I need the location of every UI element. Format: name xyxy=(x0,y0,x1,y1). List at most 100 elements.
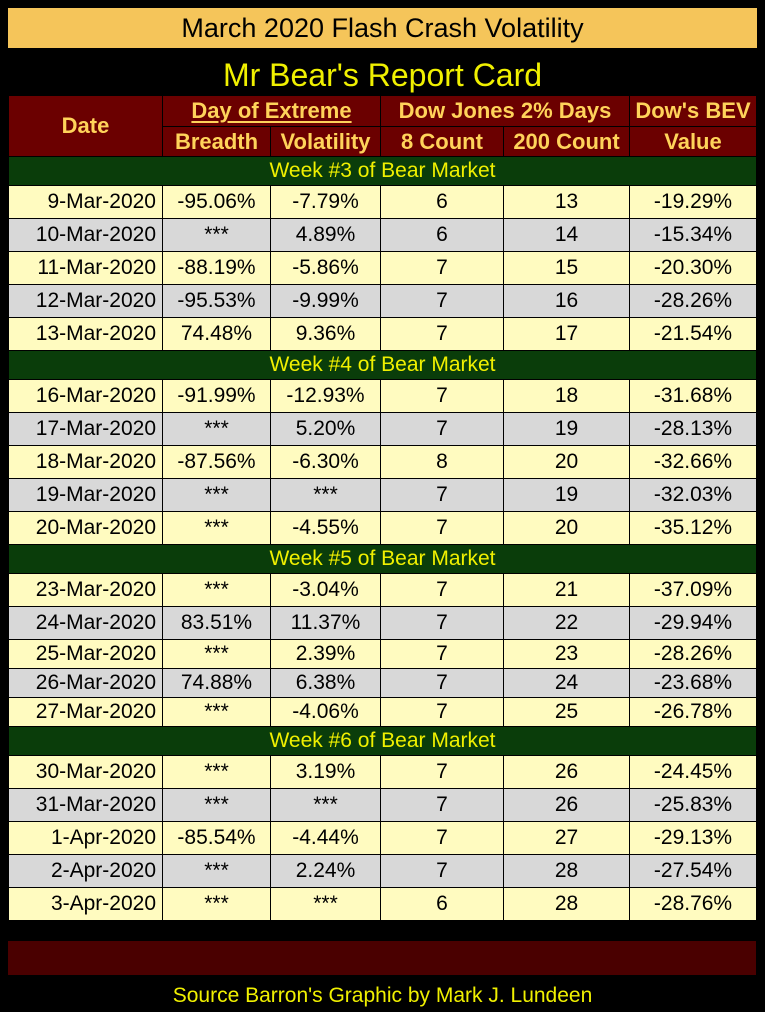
table-row: 12-Mar-2020 -95.53% -9.99% 7 16 -28.26% xyxy=(8,284,757,318)
table-row: 31-Mar-2020 *** *** 7 26 -25.83% xyxy=(8,788,757,822)
cell-date: 20-Mar-2020 xyxy=(8,511,163,545)
header-200-count: 200 Count xyxy=(503,126,630,157)
cell-breadth: *** xyxy=(162,639,271,669)
cell-count200: 22 xyxy=(503,606,630,640)
cell-count200: 14 xyxy=(503,218,630,252)
week-label: Week #3 of Bear Market xyxy=(8,156,757,186)
cell-date: 30-Mar-2020 xyxy=(8,755,163,789)
week-label: Week #4 of Bear Market xyxy=(8,350,757,380)
table-row: 30-Mar-2020 *** 3.19% 7 26 -24.45% xyxy=(8,755,757,789)
cell-date: 23-Mar-2020 xyxy=(8,573,163,607)
cell-volatility: -5.86% xyxy=(270,251,381,285)
cell-count200: 24 xyxy=(503,668,630,698)
cell-count200: 26 xyxy=(503,755,630,789)
cell-breadth: 83.51% xyxy=(162,606,271,640)
table-row: 17-Mar-2020 *** 5.20% 7 19 -28.13% xyxy=(8,412,757,446)
cell-count200: 17 xyxy=(503,317,630,351)
cell-breadth: *** xyxy=(162,511,271,545)
cell-bev: -24.45% xyxy=(629,755,757,789)
cell-date: 9-Mar-2020 xyxy=(8,185,163,219)
table-row: 25-Mar-2020 *** 2.39% 7 23 -28.26% xyxy=(8,639,757,669)
report-card-table: Date Day of Extreme Dow Jones 2% Days Do… xyxy=(8,95,757,921)
cell-volatility: 2.24% xyxy=(270,854,381,888)
cell-count200: 20 xyxy=(503,511,630,545)
cell-count8: 7 xyxy=(380,511,504,545)
cell-count8: 7 xyxy=(380,573,504,607)
cell-count8: 7 xyxy=(380,668,504,698)
week-header-row: Week #3 of Bear Market xyxy=(8,156,757,186)
week-header-row: Week #5 of Bear Market xyxy=(8,544,757,574)
cell-bev: -28.13% xyxy=(629,412,757,446)
cell-volatility: -9.99% xyxy=(270,284,381,318)
cell-date: 19-Mar-2020 xyxy=(8,478,163,512)
week-label: Week #6 of Bear Market xyxy=(8,726,757,756)
cell-count8: 7 xyxy=(380,788,504,822)
cell-count200: 18 xyxy=(503,379,630,413)
cell-volatility: 2.39% xyxy=(270,639,381,669)
cell-date: 25-Mar-2020 xyxy=(8,639,163,669)
cell-bev: -35.12% xyxy=(629,511,757,545)
cell-date: 31-Mar-2020 xyxy=(8,788,163,822)
cell-bev: -20.30% xyxy=(629,251,757,285)
cell-volatility: -4.06% xyxy=(270,697,381,727)
cell-volatility: *** xyxy=(270,478,381,512)
cell-breadth: -87.56% xyxy=(162,445,271,479)
cell-count200: 13 xyxy=(503,185,630,219)
cell-count8: 6 xyxy=(380,887,504,921)
cell-breadth: *** xyxy=(162,412,271,446)
cell-date: 24-Mar-2020 xyxy=(8,606,163,640)
cell-date: 10-Mar-2020 xyxy=(8,218,163,252)
cell-volatility: *** xyxy=(270,788,381,822)
header-bev-bottom: Value xyxy=(629,126,757,157)
table-row: 2-Apr-2020 *** 2.24% 7 28 -27.54% xyxy=(8,854,757,888)
footer-band xyxy=(8,941,756,975)
header-breadth: Breadth xyxy=(162,126,271,157)
cell-breadth: *** xyxy=(162,887,271,921)
cell-count200: 27 xyxy=(503,821,630,855)
cell-date: 27-Mar-2020 xyxy=(8,697,163,727)
cell-bev: -19.29% xyxy=(629,185,757,219)
cell-count8: 6 xyxy=(380,218,504,252)
cell-breadth: -88.19% xyxy=(162,251,271,285)
cell-date: 11-Mar-2020 xyxy=(8,251,163,285)
cell-bev: -21.54% xyxy=(629,317,757,351)
cell-count8: 7 xyxy=(380,379,504,413)
cell-date: 12-Mar-2020 xyxy=(8,284,163,318)
chart-subtitle: Mr Bear's Report Card xyxy=(222,56,543,93)
cell-count200: 16 xyxy=(503,284,630,318)
cell-breadth: -91.99% xyxy=(162,379,271,413)
header-volatility: Volatility xyxy=(270,126,381,157)
cell-date: 2-Apr-2020 xyxy=(8,854,163,888)
table-row: 13-Mar-2020 74.48% 9.36% 7 17 -21.54% xyxy=(8,317,757,351)
cell-count200: 20 xyxy=(503,445,630,479)
cell-volatility: 3.19% xyxy=(270,755,381,789)
table-row: 16-Mar-2020 -91.99% -12.93% 7 18 -31.68% xyxy=(8,379,757,413)
chart-title: March 2020 Flash Crash Volatility xyxy=(8,8,757,48)
table-row: 27-Mar-2020 *** -4.06% 7 25 -26.78% xyxy=(8,697,757,727)
cell-count200: 23 xyxy=(503,639,630,669)
cell-volatility: -4.55% xyxy=(270,511,381,545)
cell-bev: -28.26% xyxy=(629,639,757,669)
cell-breadth: *** xyxy=(162,697,271,727)
cell-volatility: 5.20% xyxy=(270,412,381,446)
cell-breadth: *** xyxy=(162,478,271,512)
cell-count8: 7 xyxy=(380,755,504,789)
table-row: 1-Apr-2020 -85.54% -4.44% 7 27 -29.13% xyxy=(8,821,757,855)
cell-count8: 7 xyxy=(380,854,504,888)
cell-volatility: *** xyxy=(270,887,381,921)
table-row: 24-Mar-2020 83.51% 11.37% 7 22 -29.94% xyxy=(8,606,757,640)
cell-bev: -29.94% xyxy=(629,606,757,640)
cell-breadth: 74.88% xyxy=(162,668,271,698)
table-body: Week #3 of Bear Market 9-Mar-2020 -95.06% -… xyxy=(8,156,757,921)
cell-volatility: -6.30% xyxy=(270,445,381,479)
cell-count8: 7 xyxy=(380,478,504,512)
header-row-top: Date Day of Extreme Dow Jones 2% Days Do… xyxy=(8,95,757,157)
cell-bev: -32.66% xyxy=(629,445,757,479)
cell-volatility: -12.93% xyxy=(270,379,381,413)
table-row: 11-Mar-2020 -88.19% -5.86% 7 15 -20.30% xyxy=(8,251,757,285)
cell-breadth: -95.53% xyxy=(162,284,271,318)
cell-bev: -28.26% xyxy=(629,284,757,318)
cell-date: 3-Apr-2020 xyxy=(8,887,163,921)
table-row: 26-Mar-2020 74.88% 6.38% 7 24 -23.68% xyxy=(8,668,757,698)
table-row: 9-Mar-2020 -95.06% -7.79% 6 13 -19.29% xyxy=(8,185,757,219)
